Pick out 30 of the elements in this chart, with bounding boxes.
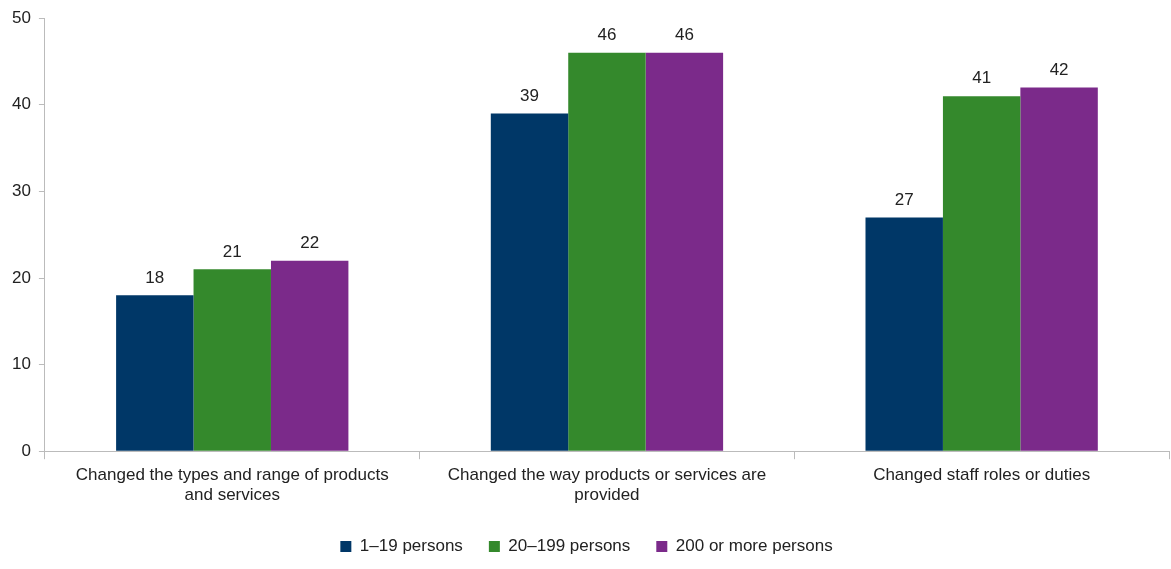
legend-label: 1–19 persons — [359, 536, 463, 556]
data-label: 22 — [300, 232, 320, 252]
bar — [942, 96, 1021, 451]
data-label: 39 — [520, 85, 539, 105]
data-label: 46 — [597, 25, 617, 45]
bar — [1020, 87, 1098, 451]
bar — [270, 260, 349, 451]
data-label: 18 — [145, 267, 165, 287]
bar — [865, 217, 943, 451]
data-label: 46 — [674, 25, 694, 45]
legend-label: 200 or more persons — [675, 536, 833, 556]
x-tick-label: Changed the types and range of products and services — [75, 465, 389, 505]
y-tick-label: 40 — [11, 94, 31, 114]
x-tick-label: Changed the way products or services are provided — [447, 465, 767, 505]
y-tick-label: 20 — [11, 267, 31, 287]
bar — [193, 269, 271, 451]
data-label: 21 — [222, 241, 242, 261]
data-label: 42 — [1049, 59, 1069, 79]
y-tick-label: 10 — [11, 354, 31, 374]
y-tick-label: 30 — [11, 181, 31, 201]
y-tick-label: 0 — [21, 440, 31, 460]
data-label: 27 — [894, 189, 914, 209]
bar — [116, 295, 194, 451]
y-tick-label: 50 — [11, 7, 31, 27]
legend-label: 20–199 persons — [508, 536, 631, 556]
x-tick-label: Changed staff roles or duties — [873, 465, 1091, 485]
bar — [490, 113, 569, 451]
bar — [645, 52, 724, 451]
bar — [568, 52, 646, 451]
data-label: 41 — [972, 68, 992, 88]
